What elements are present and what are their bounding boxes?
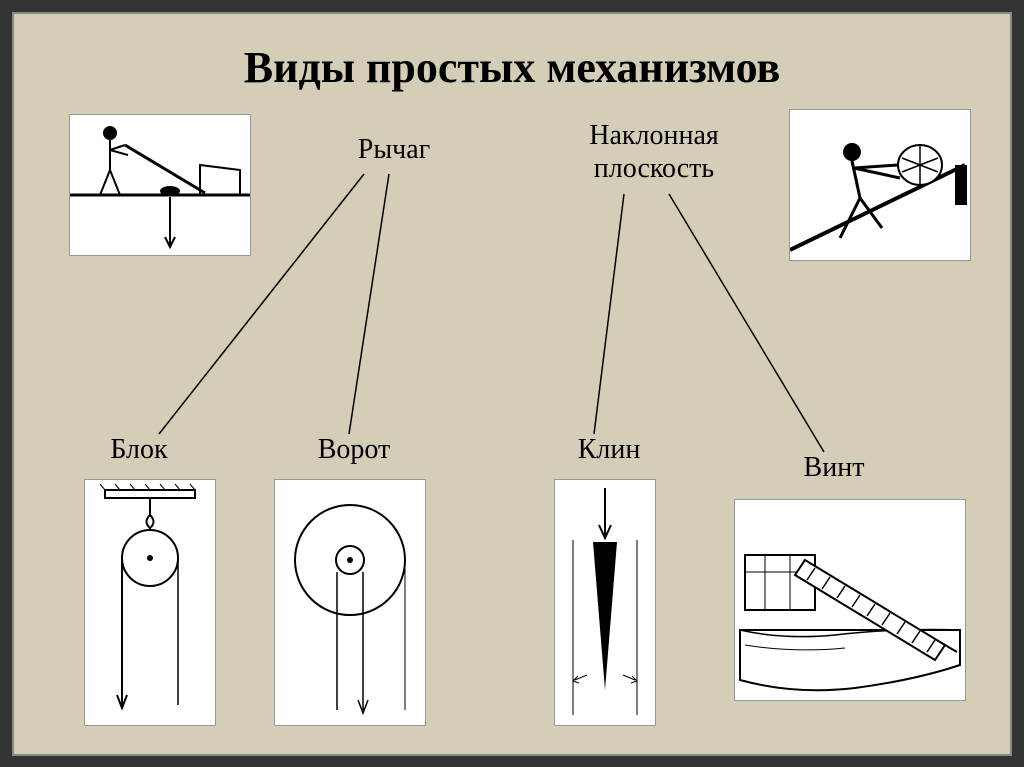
lever-icon <box>70 115 250 255</box>
illustration-block <box>84 479 216 726</box>
illustration-lever <box>69 114 251 256</box>
diagram-frame: Виды простых механизмов Рычаг Наклонная … <box>12 12 1012 756</box>
illustration-windlass <box>274 479 426 726</box>
label-screw: Винт <box>784 452 884 484</box>
archimedes-screw-icon <box>735 500 965 700</box>
pulley-icon <box>85 480 215 725</box>
label-windlass: Ворот <box>294 434 414 466</box>
label-wedge: Клин <box>559 434 659 466</box>
label-block: Блок <box>89 434 189 466</box>
wedge-icon <box>555 480 655 725</box>
windlass-icon <box>275 480 425 725</box>
label-lever: Рычаг <box>334 134 454 166</box>
inclined-plane-icon <box>790 110 970 260</box>
main-title: Виды простых механизмов <box>14 42 1010 93</box>
illustration-inclined-plane <box>789 109 971 261</box>
illustration-screw <box>734 499 966 701</box>
illustration-wedge <box>554 479 656 726</box>
label-inclined-plane: Наклонная плоскость <box>554 119 754 186</box>
